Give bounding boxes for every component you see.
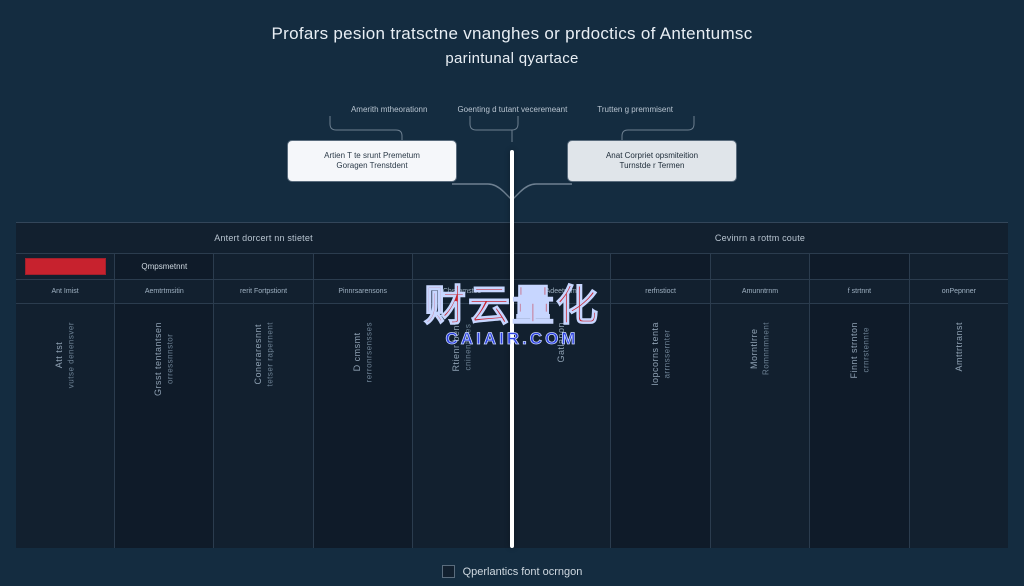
- table-right-header-4: [910, 254, 1008, 279]
- col-label-line1: Grsst tentantsen: [152, 322, 165, 396]
- table-right-column-0: Gatlanon: [512, 304, 611, 548]
- table-left-column-2: Coneraresnnttetser rapernent: [214, 304, 313, 548]
- table-right-header-2: [711, 254, 810, 279]
- flow-right-line2: Turnstde r Termen: [620, 161, 685, 171]
- table-right-subheader-4: onPepnner: [910, 280, 1008, 303]
- table-right-subheader-0: Adeetstim: [512, 280, 611, 303]
- col-label-line1: Morntlrre: [748, 322, 761, 375]
- table-right-header-row: [512, 253, 1008, 279]
- table-left-header-row: Qmpsmetnnt: [16, 253, 511, 279]
- bracket-label-2: Trutten g premmisent: [593, 104, 677, 115]
- col-label-line1: lopcorns tenta: [649, 322, 662, 386]
- title-line2: parintunal qyartace: [0, 50, 1024, 67]
- col-label-line1: Amttrtranst: [953, 322, 966, 372]
- table-left-subheader-3: Pinnrsarensons: [314, 280, 413, 303]
- table-left-subheader-1: Aemtrtmsitin: [115, 280, 214, 303]
- table-left-half: Antert dorcert nn stietet Qmpsmetnnt Ant…: [16, 223, 512, 548]
- col-label-line1: Rtienr bent: [450, 322, 463, 372]
- table-left-column-3: D cmsmtrerronrsensses: [314, 304, 413, 548]
- red-indicator: [25, 258, 106, 276]
- diagram-canvas: Profars pesion tratsctne vnanghes or prd…: [0, 0, 1024, 586]
- table-left-header-4: [413, 254, 511, 279]
- col-label-line1: D cmsmt: [351, 322, 364, 382]
- table-right-title: Cevinrn a rottm coute: [512, 223, 1008, 253]
- center-divider: [510, 150, 514, 548]
- flow-box-right: Anat Corpriet opsmiteition Turnstde r Te…: [567, 140, 737, 182]
- legend-swatch: [442, 565, 455, 578]
- col-label-line1: Att tst: [53, 322, 66, 388]
- col-label-line1: Finnt strnton: [848, 322, 861, 379]
- table-left-column-1: Grsst tentantsenorressnnstor: [115, 304, 214, 548]
- flow-box-left: Artien T te srunt Premetum Goragen Trens…: [287, 140, 457, 182]
- table-right-subheader-3: f strtnnt: [810, 280, 909, 303]
- col-label-line1: Gatlanon: [555, 322, 568, 363]
- table-right-subheader-row: AdeetstimrerfnstioctAmunntrnmf strtnnton…: [512, 279, 1008, 303]
- table-right-subheader-1: rerfnstioct: [611, 280, 710, 303]
- table-left-column-4: Rtienr bentcninentrnes: [413, 304, 511, 548]
- col-label-line2: tetser rapernent: [264, 322, 275, 386]
- col-label-line1: Coneraresnnt: [252, 322, 265, 386]
- col-label-line2: rerronrsensses: [363, 322, 374, 382]
- title-line1: Profars pesion tratsctne vnanghes or prd…: [0, 24, 1024, 44]
- table-left-header-0: [16, 254, 115, 279]
- table-left-column-0: Att tstvutse denensver: [16, 304, 115, 548]
- table-left-subheader-2: rerit Fortpstiont: [214, 280, 313, 303]
- col-label-line2: Romnnmnent: [761, 322, 772, 375]
- table-left-header-1: Qmpsmetnnt: [115, 254, 214, 279]
- col-label-line2: orressnnstor: [165, 322, 176, 396]
- table-right-column-2: MorntlrreRomnnmnent: [711, 304, 810, 548]
- table-left-subheader-row: Ant ImistAemtrtmsitinrerit FortpstiontPi…: [16, 279, 511, 303]
- table-left-title: Antert dorcert nn stietet: [16, 223, 511, 253]
- table-right-header-1: [611, 254, 710, 279]
- flow-left-line1: Artien T te srunt Premetum: [324, 151, 420, 161]
- table-left-body: Att tstvutse denensverGrsst tentantsenor…: [16, 303, 511, 548]
- title-block: Profars pesion tratsctne vnanghes or prd…: [0, 24, 1024, 67]
- table-right-column-3: Finnt strntoncrnrstennte: [810, 304, 909, 548]
- flow-right-line1: Anat Corpriet opsmiteition: [606, 151, 698, 161]
- col-label-line2: arrnssernter: [661, 322, 672, 386]
- table-right-subheader-2: Amunntrnm: [711, 280, 810, 303]
- table-left-header-3: [314, 254, 413, 279]
- table-right-column-4: Amttrtranst: [910, 304, 1008, 548]
- legend-label: Qperlantics font ocrngon: [463, 566, 583, 578]
- table-left-header-2: [214, 254, 313, 279]
- table-right-body: Gatlanonlopcorns tentaarrnssernterMorntl…: [512, 303, 1008, 548]
- flow-left-line2: Goragen Trenstdent: [336, 161, 407, 171]
- col-label-line2: crnrstennte: [860, 322, 871, 379]
- bracket-label-0: Amerith mtheorationn: [347, 104, 431, 115]
- col-label-line2: vutse denensver: [66, 322, 77, 388]
- table-left-subheader-0: Ant Imist: [16, 280, 115, 303]
- table-right-header-3: [810, 254, 909, 279]
- table-right-column-1: lopcorns tentaarrnssernter: [611, 304, 710, 548]
- table-left-subheader-4: Chsiinmstes: [413, 280, 511, 303]
- table-right-half: Cevinrn a rottm coute Adeetstimrerfnstio…: [512, 223, 1008, 548]
- col-label-line2: cninentrnes: [463, 322, 474, 372]
- legend: Qperlantics font ocrngon: [0, 565, 1024, 578]
- table-right-header-0: [512, 254, 611, 279]
- bracket-labels: Amerith mtheorationn Goenting d tutant v…: [0, 104, 1024, 115]
- bracket-label-1: Goenting d tutant veceremeant: [453, 104, 571, 115]
